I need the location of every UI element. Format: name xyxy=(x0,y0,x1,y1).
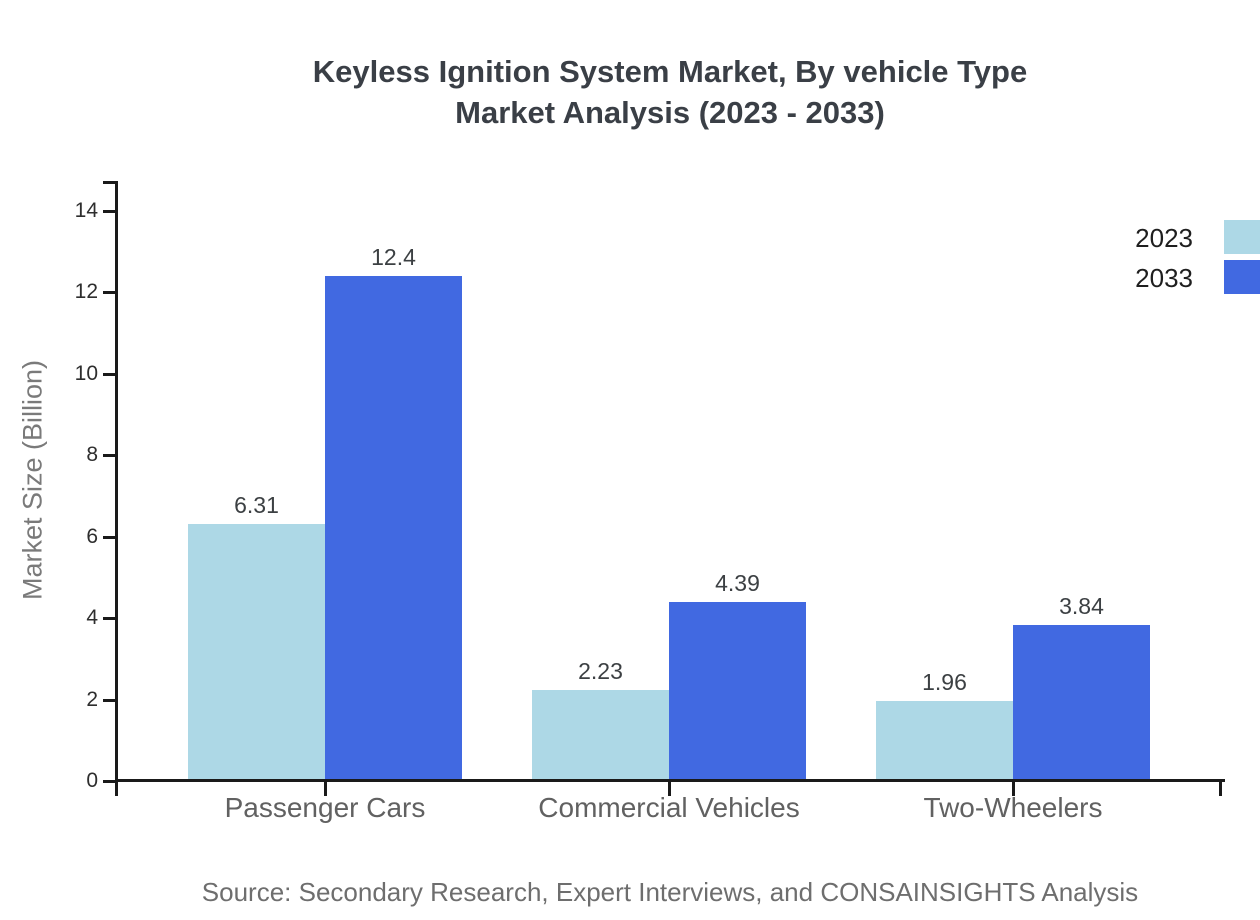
y-axis-endcap-tick xyxy=(103,181,118,184)
legend-swatch-2033 xyxy=(1224,260,1260,294)
y-tick-label-6: 6 xyxy=(86,525,98,548)
x-axis-start-tick xyxy=(115,782,118,796)
y-tick xyxy=(103,210,118,213)
y-axis-line xyxy=(115,181,118,784)
y-tick-label-10: 10 xyxy=(74,362,98,385)
bar-value-label-2033-2: 3.84 xyxy=(1059,593,1104,619)
chart-title-line2: Market Analysis (2023 - 2033) xyxy=(455,95,885,130)
bar-value-label-2023-1: 2.23 xyxy=(578,658,623,684)
y-tick-label-0: 0 xyxy=(86,769,98,792)
category-label-2: Two-Wheelers xyxy=(923,792,1103,823)
y-tick-label-8: 8 xyxy=(86,443,98,466)
bar-2033-0 xyxy=(325,276,462,781)
bar-2023-1 xyxy=(532,690,669,781)
bar-2023-0 xyxy=(188,524,325,781)
bar-value-label-2033-1: 4.39 xyxy=(715,570,760,596)
x-axis-line xyxy=(115,779,1225,782)
y-tick-label-2: 2 xyxy=(86,688,98,711)
y-tick xyxy=(103,454,118,457)
x-tick-0 xyxy=(324,782,327,796)
y-tick xyxy=(103,617,118,620)
bar-2033-2 xyxy=(1013,625,1150,781)
y-tick xyxy=(103,291,118,294)
chart-title-line1: Keyless Ignition System Market, By vehic… xyxy=(312,54,1028,89)
y-tick xyxy=(103,373,118,376)
bar-2023-2 xyxy=(876,701,1013,781)
legend-label-2023: 2023 xyxy=(1135,223,1193,253)
bar-value-label-2023-0: 6.31 xyxy=(234,492,279,518)
x-tick-1 xyxy=(668,782,671,796)
legend-label-2033: 2033 xyxy=(1135,263,1193,293)
y-axis-title: Market Size (Billion) xyxy=(17,359,48,601)
y-tick xyxy=(103,780,118,783)
chart-title: Keyless Ignition System Market, By vehic… xyxy=(80,51,1260,133)
bar-value-label-2033-0: 12.4 xyxy=(371,244,416,270)
y-tick-label-14: 14 xyxy=(74,199,98,222)
x-axis-end-tick xyxy=(1219,782,1222,796)
y-tick-label-4: 4 xyxy=(86,606,98,629)
y-tick xyxy=(103,699,118,702)
bar-value-label-2023-2: 1.96 xyxy=(922,669,967,695)
y-tick xyxy=(103,536,118,539)
legend-swatch-2023 xyxy=(1224,220,1260,254)
source-note: Source: Secondary Research, Expert Inter… xyxy=(201,877,1139,907)
bar-2033-1 xyxy=(669,602,806,781)
x-tick-2 xyxy=(1012,782,1015,796)
category-label-1: Commercial Vehicles xyxy=(538,792,800,823)
y-tick-label-12: 12 xyxy=(74,280,98,303)
category-label-0: Passenger Cars xyxy=(224,792,426,823)
